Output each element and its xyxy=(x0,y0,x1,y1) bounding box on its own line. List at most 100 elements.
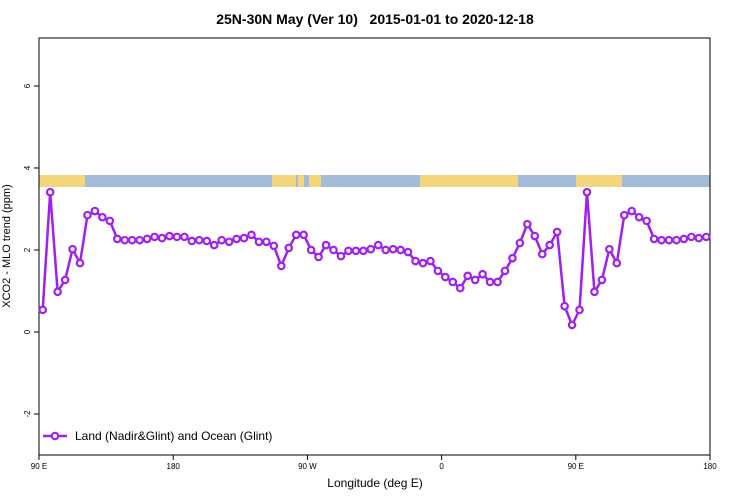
point xyxy=(470,275,480,285)
point xyxy=(679,234,689,244)
point xyxy=(575,305,584,315)
point xyxy=(127,235,137,245)
point xyxy=(60,275,70,285)
point xyxy=(284,243,294,253)
point xyxy=(314,252,323,262)
point xyxy=(90,206,100,216)
point xyxy=(321,240,331,250)
point xyxy=(262,237,271,247)
point xyxy=(418,258,428,268)
point xyxy=(172,232,182,242)
point xyxy=(552,227,562,237)
point xyxy=(120,235,130,245)
point xyxy=(329,245,338,255)
point xyxy=(545,240,555,250)
point xyxy=(359,246,368,256)
point xyxy=(232,234,241,244)
point xyxy=(135,235,144,245)
plot: 90 E 180 90 W 0 90 E 180 -2 0 2 4 6 Land (Nadir&Gli… xyxy=(23,83,717,471)
point xyxy=(455,283,465,293)
chart-title: 25N-30N May (Ver 10) 2015-01-01 to 2020-… xyxy=(216,11,534,27)
point xyxy=(463,271,472,281)
point xyxy=(567,320,577,330)
x-tick-label: 180 xyxy=(167,462,181,471)
point xyxy=(277,261,286,271)
point xyxy=(187,236,197,246)
point xyxy=(694,233,704,243)
point xyxy=(194,235,204,245)
point xyxy=(627,206,637,216)
x-tick-label: 90 E xyxy=(31,462,47,471)
point xyxy=(411,256,420,266)
y-tick-label: 2 xyxy=(23,247,32,252)
point xyxy=(657,235,666,245)
point xyxy=(664,235,674,245)
point xyxy=(98,212,107,222)
x-tick-label: 0 xyxy=(439,462,444,471)
point xyxy=(508,253,517,263)
y-tick-label: 0 xyxy=(23,329,32,334)
point xyxy=(388,244,398,254)
point xyxy=(165,231,174,241)
point xyxy=(83,210,92,220)
point xyxy=(38,305,48,315)
x-tick-label: 180 xyxy=(703,462,717,471)
point xyxy=(373,240,383,250)
point xyxy=(441,272,450,282)
point xyxy=(403,247,413,257)
point xyxy=(687,232,696,242)
point xyxy=(448,277,458,287)
point xyxy=(150,232,159,242)
point xyxy=(493,277,502,287)
series-line xyxy=(41,192,707,329)
y-tick-label: 6 xyxy=(23,83,32,88)
x-axis-label: Longitude (deg E) xyxy=(327,476,422,490)
x-tick-label: 90 E xyxy=(568,462,584,471)
point xyxy=(478,269,487,279)
point xyxy=(426,256,435,266)
point xyxy=(75,258,85,268)
point xyxy=(701,232,711,242)
point xyxy=(45,187,55,197)
point xyxy=(68,244,77,254)
point xyxy=(560,301,569,311)
x-tick-label: 90 W xyxy=(298,462,317,471)
point xyxy=(523,219,532,229)
point xyxy=(597,275,607,285)
point xyxy=(209,240,219,250)
plot-frame xyxy=(38,37,711,456)
point xyxy=(351,246,361,256)
point xyxy=(530,231,540,241)
point xyxy=(433,266,443,276)
legend-marker xyxy=(50,431,60,441)
point xyxy=(291,230,301,240)
map-strip xyxy=(39,175,710,187)
point xyxy=(500,266,510,276)
point xyxy=(396,245,405,255)
point xyxy=(485,277,495,287)
point xyxy=(612,258,622,268)
point xyxy=(269,241,279,251)
point xyxy=(142,234,152,244)
point xyxy=(344,246,353,256)
y-tick-label: -2 xyxy=(23,410,32,418)
point xyxy=(157,233,167,243)
point xyxy=(53,287,62,297)
point xyxy=(247,230,256,240)
point xyxy=(590,287,599,297)
point xyxy=(619,210,629,220)
point xyxy=(180,232,189,242)
point xyxy=(515,238,525,248)
point xyxy=(105,216,115,226)
point xyxy=(299,230,308,240)
point xyxy=(537,249,547,259)
point xyxy=(366,244,376,254)
point xyxy=(605,244,614,254)
point xyxy=(634,212,644,222)
point xyxy=(381,245,390,255)
point xyxy=(202,236,212,246)
y-axis-label: XCO2 - MLO trend (ppm) xyxy=(1,184,13,307)
point xyxy=(642,216,651,226)
point xyxy=(217,235,226,245)
point xyxy=(239,233,249,243)
